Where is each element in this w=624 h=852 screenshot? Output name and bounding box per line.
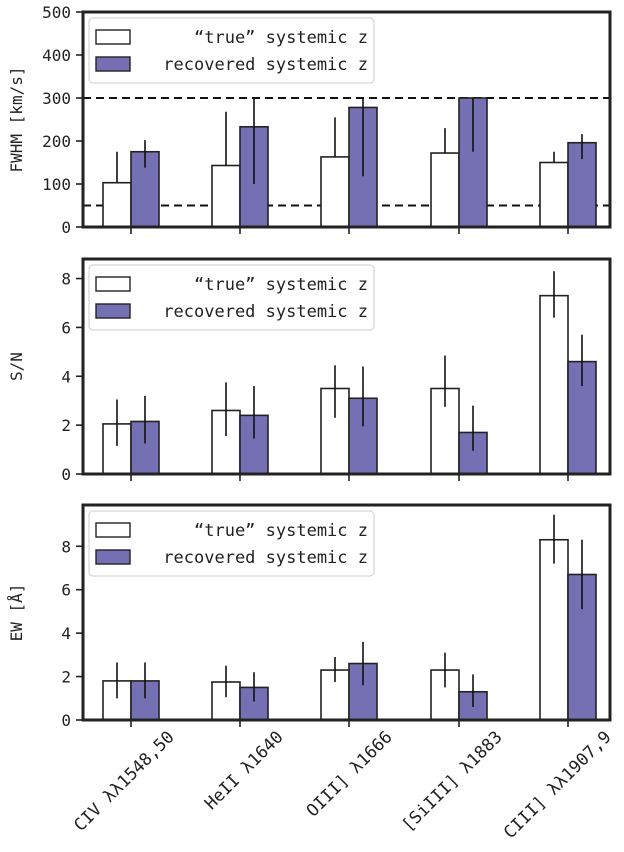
y-axis-label: S/N (7, 352, 26, 381)
legend-swatch-true (95, 276, 131, 292)
y-tick-label: 0 (61, 465, 71, 484)
y-tick-label: 8 (61, 537, 71, 556)
y-tick-label: 2 (61, 416, 71, 435)
axes-frame (81, 10, 612, 229)
chart-panel-1: 0 100 200 300 400 500 FWHM [km/s] “true” system… (7, 3, 612, 237)
bar-recovered-5 (567, 360, 597, 475)
axes-frame (81, 257, 612, 476)
legend-box (88, 17, 375, 84)
y-tick-label: 6 (61, 318, 71, 337)
legend-swatch-recovered (95, 549, 131, 565)
bar-true-4 (430, 152, 460, 228)
y-tick-label: 4 (61, 367, 71, 386)
bar-true-2 (211, 164, 241, 228)
y-tick-label: 8 (61, 270, 71, 289)
y-axis-label: EW [Å] (7, 584, 26, 642)
x-category-label-2: HeII λ1640 (201, 727, 288, 814)
y-tick-label: 6 (61, 581, 71, 600)
legend-label-true: “true” systemic z (194, 275, 368, 295)
legend-swatch-true (95, 29, 131, 45)
x-category-label-3: OIII] λ1666 (303, 727, 397, 821)
bar-true-5 (539, 161, 569, 228)
x-category-label-5: CIII] λλ1907,9 (500, 727, 615, 842)
axes-frame (81, 503, 612, 722)
x-category-label-4: [SiIII] λ1883 (398, 727, 506, 835)
bar-true-5 (539, 538, 569, 721)
x-category-label-1: CIV λλ1548,50 (70, 727, 178, 835)
legend-swatch-true (95, 522, 131, 538)
y-tick-label: 2 (61, 668, 71, 687)
y-tick-label: 0 (61, 218, 71, 237)
legend-label-recovered: recovered systemic z (163, 302, 368, 322)
legend-swatch-recovered (95, 56, 131, 72)
y-tick-label: 500 (42, 3, 71, 22)
y-tick-label: 4 (61, 624, 71, 643)
legend-box (88, 264, 375, 331)
y-axis-label: FWHM [km/s] (7, 67, 26, 173)
legend-label-recovered: recovered systemic z (163, 55, 368, 75)
legend-swatch-recovered (95, 303, 131, 319)
y-tick-label: 100 (42, 175, 71, 194)
bar-true-1 (102, 181, 132, 228)
chart-panel-2: 0 2 4 6 8 S/N “true” systemic z recovered syste… (7, 257, 612, 484)
legend-label-recovered: recovered systemic z (163, 548, 368, 568)
legend-label-true: “true” systemic z (194, 28, 368, 48)
y-tick-label: 400 (42, 46, 71, 65)
y-tick-label: 0 (61, 711, 71, 730)
chart-panel-3: 0 2 4 6 8 EW [Å] “true” systemic z recovered sy… (7, 503, 612, 730)
y-tick-label: 300 (42, 89, 71, 108)
bar-true-5 (539, 294, 569, 475)
y-tick-label: 200 (42, 132, 71, 151)
legend-label-true: “true” systemic z (194, 521, 368, 541)
legend-box (88, 510, 375, 577)
bar-true-3 (320, 156, 350, 228)
